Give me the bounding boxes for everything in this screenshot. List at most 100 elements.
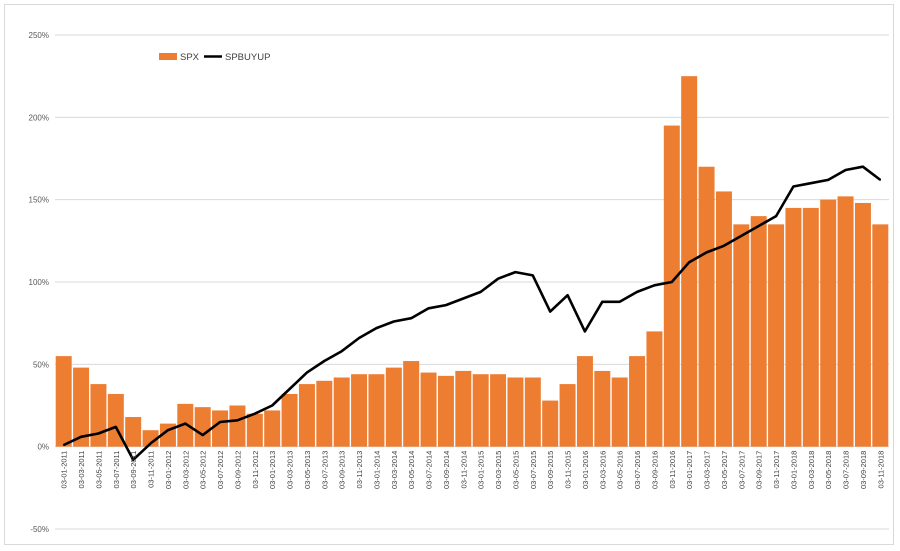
x-tick-label: 03-05-2012	[199, 451, 208, 489]
y-tick-label: 250%	[29, 31, 49, 40]
spx-bar	[385, 367, 402, 447]
spx-bar	[90, 384, 107, 447]
spbuyup-point	[254, 412, 256, 415]
legend: SPX SPBUYUP	[159, 52, 270, 63]
spx-bar	[854, 202, 871, 447]
spx-bar	[490, 374, 507, 447]
x-tick-label: 03-09-2013	[338, 451, 347, 489]
x-tick-label: 03-07-2015	[529, 451, 538, 489]
spbuyup-point	[80, 435, 82, 438]
y-tick-label: 0%	[37, 443, 49, 452]
spbuyup-point	[358, 337, 360, 339]
legend-label-spbuyup: SPBUYUP	[225, 52, 270, 63]
spx-bar	[73, 367, 90, 447]
spbuyup-point	[393, 320, 395, 323]
x-tick-label: 03-05-2014	[407, 451, 416, 489]
spbuyup-point	[757, 225, 760, 227]
spbuyup-point	[445, 304, 447, 306]
spbuyup-point	[723, 244, 725, 247]
x-tick-label: 03-07-2012	[216, 451, 225, 489]
spbuyup-point	[514, 271, 517, 273]
spbuyup-point	[705, 251, 708, 254]
x-tick-label: 03-01-2014	[372, 451, 381, 489]
x-tick-label: 03-07-2014	[425, 451, 434, 489]
x-tick-label: 03-01-2015	[477, 451, 486, 489]
spbuyup-point	[479, 291, 482, 293]
spx-bar	[542, 400, 559, 447]
spx-bar	[611, 377, 628, 447]
spbuyup-point	[879, 179, 882, 181]
spbuyup-point	[323, 360, 326, 362]
spx-bar	[472, 374, 489, 447]
spx-bar	[229, 405, 246, 447]
spbuyup-point	[149, 442, 152, 445]
grid-layer	[55, 34, 889, 530]
spbuyup-point	[688, 261, 690, 264]
x-tick-label: 03-07-2018	[842, 451, 851, 489]
spx-bar	[264, 410, 281, 447]
spx-bar	[351, 374, 368, 447]
x-tick-label: 03-05-2015	[511, 451, 520, 489]
spx-bar	[455, 370, 472, 447]
x-tick-label: 03-11-2016	[668, 451, 677, 489]
spbuyup-point	[792, 185, 795, 188]
x-tick-label: 03-11-2018	[876, 451, 885, 489]
x-tick-label: 03-05-2011	[94, 451, 103, 489]
spbuyup-point	[653, 284, 656, 287]
spbuyup-point	[236, 419, 239, 422]
legend-swatch-spx	[159, 53, 177, 60]
spbuyup-point	[201, 434, 204, 436]
spx-bar	[142, 430, 159, 447]
spx-bar	[194, 407, 211, 447]
x-tick-label: 03-11-2015	[564, 451, 573, 489]
spbuyup-point	[271, 404, 273, 407]
spx-bar	[715, 191, 732, 447]
spx-bar	[750, 216, 767, 447]
spx-bar	[820, 199, 837, 447]
x-tick-label: 03-11-2012	[251, 451, 260, 489]
x-tick-label: 03-03-2015	[494, 451, 503, 489]
x-tick-label: 03-09-2018	[859, 451, 868, 489]
x-tick-label: 03-05-2013	[303, 451, 312, 489]
x-tick-label: 03-01-2012	[164, 451, 173, 489]
spbuyup-point	[862, 165, 864, 168]
spbuyup-point	[219, 421, 221, 423]
x-tick-label: 03-05-2017	[720, 451, 729, 489]
spbuyup-point	[775, 215, 777, 217]
x-tick-label: 03-01-2017	[685, 451, 694, 489]
x-tick-label: 03-07-2016	[633, 451, 642, 489]
x-tick-label: 03-11-2014	[459, 451, 468, 489]
spx-bar	[437, 375, 454, 447]
x-tick-label: 03-11-2013	[355, 451, 364, 489]
spx-bar	[768, 224, 785, 447]
x-tick-label: 03-11-2017	[772, 451, 781, 489]
spbuyup-point	[671, 281, 673, 283]
spx-bar	[507, 377, 524, 447]
spx-bar	[420, 372, 437, 447]
x-tick-label: 03-07-2013	[320, 451, 329, 489]
spbuyup-line-layer	[62, 165, 882, 462]
spx-bar	[316, 380, 333, 447]
y-tick-label: 100%	[29, 278, 49, 287]
spx-bar	[802, 207, 819, 447]
x-tick-label: 03-09-2014	[442, 451, 451, 489]
spbuyup-point	[97, 432, 100, 435]
x-tick-label: 03-03-2016	[598, 451, 607, 489]
spx-bar	[55, 356, 72, 447]
y-tick-label: 200%	[29, 113, 49, 122]
x-tick-label: 03-09-2015	[546, 451, 555, 489]
spx-bar	[629, 356, 646, 447]
x-tick-label: 03-05-2018	[824, 451, 833, 489]
x-axis-ticks: 03-01-2011 03-03-2011 03-05-2011 03-07-2011…	[60, 451, 886, 489]
spx-bar	[177, 403, 194, 447]
x-tick-label: 03-07-2011	[112, 451, 121, 489]
spbuyup-point	[844, 169, 847, 171]
x-tick-label: 03-03-2014	[390, 451, 399, 489]
spx-bars	[55, 76, 889, 447]
spx-bar	[212, 410, 229, 447]
spbuyup-line	[63, 165, 882, 462]
x-tick-label: 03-03-2017	[703, 451, 712, 489]
spbuyup-point	[618, 300, 621, 303]
spbuyup-point	[62, 444, 65, 446]
spx-bar	[576, 356, 593, 447]
